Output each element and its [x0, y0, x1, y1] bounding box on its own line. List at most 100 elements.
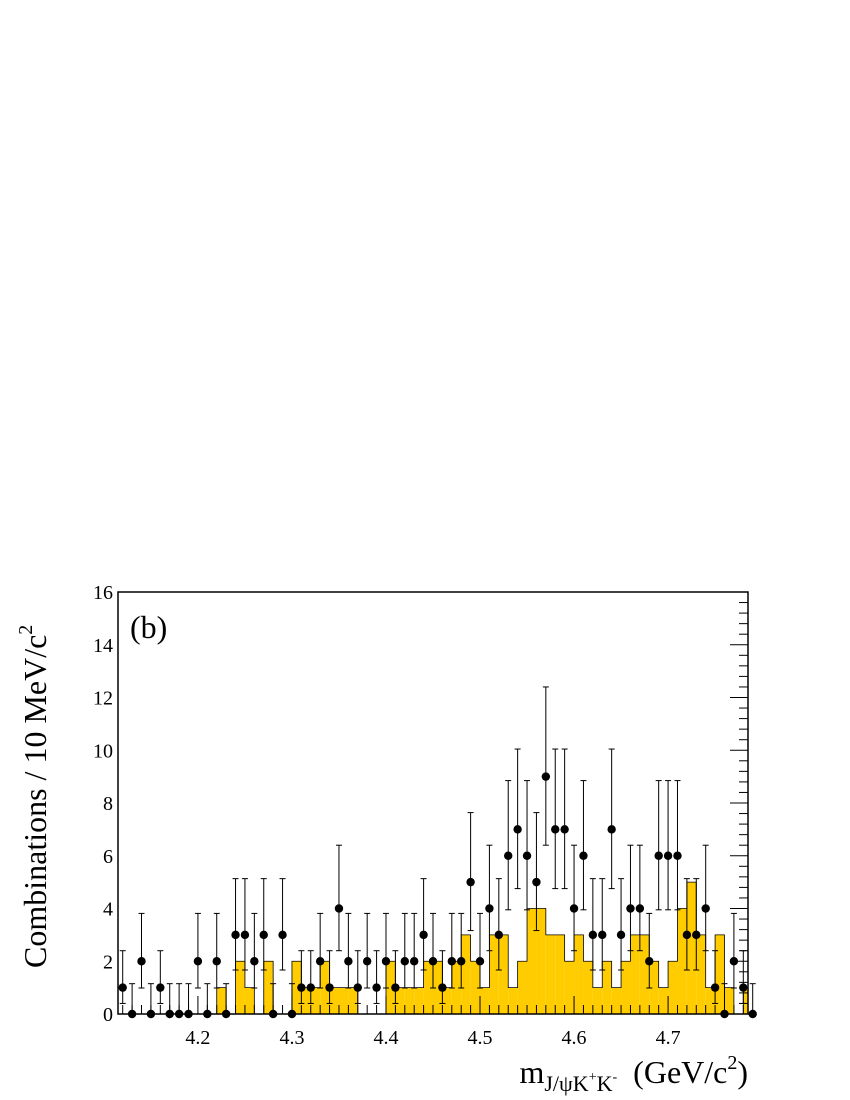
y-tick-label: 0 — [103, 1004, 113, 1026]
histogram-bin — [451, 961, 462, 1014]
histogram-bin — [508, 987, 518, 1014]
histogram-bin — [433, 961, 443, 1014]
data-point — [748, 1009, 757, 1019]
data-point — [616, 930, 626, 940]
histogram-bin — [310, 987, 321, 1014]
data-point — [240, 930, 250, 940]
histogram-bin — [705, 987, 716, 1014]
data-point — [710, 983, 720, 992]
histogram-bin — [536, 908, 546, 1014]
data-point — [428, 957, 438, 966]
histogram-bin — [715, 934, 725, 1014]
histogram-bin — [498, 934, 509, 1014]
histogram-bin — [677, 908, 687, 1014]
y-axis-title: Combinations / 10 MeV/c2 — [15, 625, 53, 968]
data-point — [400, 957, 409, 966]
histogram-bin — [574, 934, 584, 1014]
data-point — [118, 983, 127, 992]
histogram-bin — [442, 987, 452, 1014]
x-tick-label: 4.2 — [185, 1027, 210, 1049]
data-point — [391, 983, 400, 992]
data-point — [654, 851, 663, 860]
histogram-bin — [686, 882, 697, 1014]
data-point — [297, 983, 306, 992]
histogram-bin — [338, 987, 349, 1014]
histogram-bin — [489, 934, 499, 1014]
histogram-bin — [630, 934, 640, 1014]
data-point — [137, 957, 146, 966]
data-point — [541, 772, 551, 781]
error-bar-layer — [119, 686, 756, 1014]
data-point — [438, 983, 447, 992]
histogram-bin — [291, 961, 302, 1014]
histogram-bin — [602, 961, 612, 1014]
histogram-bin — [649, 961, 659, 1014]
histogram-bin — [423, 961, 433, 1014]
histogram-bin — [480, 987, 490, 1014]
histogram-bin — [517, 961, 528, 1014]
y-tick-label: 4 — [103, 899, 113, 921]
data-point — [504, 851, 513, 860]
x-axis-title-sub-sup1: + — [589, 1070, 597, 1085]
histogram-bin — [395, 987, 405, 1014]
y-tick-label: 8 — [103, 793, 113, 815]
y-tick-label: 14 — [93, 635, 113, 657]
x-axis-ticks: 4.2 4.3 4.4 4.5 4.6 4.7 — [122, 996, 744, 1049]
histogram-bin — [461, 934, 471, 1014]
data-point — [739, 983, 748, 992]
histogram-bin — [696, 934, 706, 1014]
data-point — [692, 930, 701, 940]
y-tick-label: 16 — [93, 582, 113, 604]
data-point — [682, 930, 692, 940]
data-point — [306, 983, 315, 992]
x-axis-title-main: m — [519, 1054, 544, 1090]
data-point — [494, 930, 504, 940]
histogram-bin — [592, 987, 603, 1014]
histogram-bin — [385, 961, 396, 1014]
histogram-bin — [404, 987, 415, 1014]
histogram-bin — [545, 934, 556, 1014]
x-axis-title: mJ/ψK+K- (GeV/c2) — [519, 1052, 748, 1096]
x-axis-title-units-sup: 2 — [727, 1052, 737, 1074]
data-point — [513, 825, 522, 834]
data-point — [663, 851, 673, 860]
data-point — [485, 904, 494, 913]
data-point — [259, 930, 268, 940]
histogram-bin — [414, 987, 424, 1014]
data-point — [372, 983, 381, 992]
data-point — [475, 957, 485, 966]
histogram-bin — [621, 961, 631, 1014]
y-axis-title-main: Combinations / 10 MeV/c — [17, 635, 53, 968]
data-point — [579, 851, 588, 860]
histogram-bin — [668, 961, 678, 1014]
data-point — [362, 957, 372, 966]
data-point — [344, 957, 353, 966]
y-tick-label: 10 — [93, 740, 113, 762]
histogram-bin — [320, 961, 330, 1014]
data-point — [381, 957, 391, 966]
histogram-layer — [122, 881, 749, 1015]
histogram-bin — [527, 908, 537, 1014]
data-point — [532, 877, 541, 887]
data-point — [701, 904, 710, 913]
y-tick-label: 6 — [103, 846, 113, 868]
y-axis-title-sup: 2 — [15, 625, 37, 635]
data-point — [334, 904, 344, 913]
histogram-bin — [555, 934, 565, 1014]
data-point — [551, 825, 560, 834]
x-tick-label: 4.4 — [373, 1027, 398, 1049]
histogram-bin — [329, 987, 339, 1014]
data-point — [353, 983, 362, 992]
histogram-bin — [611, 987, 622, 1014]
data-point — [409, 957, 419, 966]
histogram-bin — [564, 961, 575, 1014]
data-point — [212, 957, 221, 966]
data-point — [419, 930, 428, 940]
data-point — [466, 877, 475, 887]
data-point — [569, 904, 579, 913]
data-point — [560, 825, 569, 834]
histogram-bin — [658, 987, 669, 1014]
x-axis-title-sub-mid: K — [597, 1071, 613, 1096]
data-point — [588, 930, 598, 940]
